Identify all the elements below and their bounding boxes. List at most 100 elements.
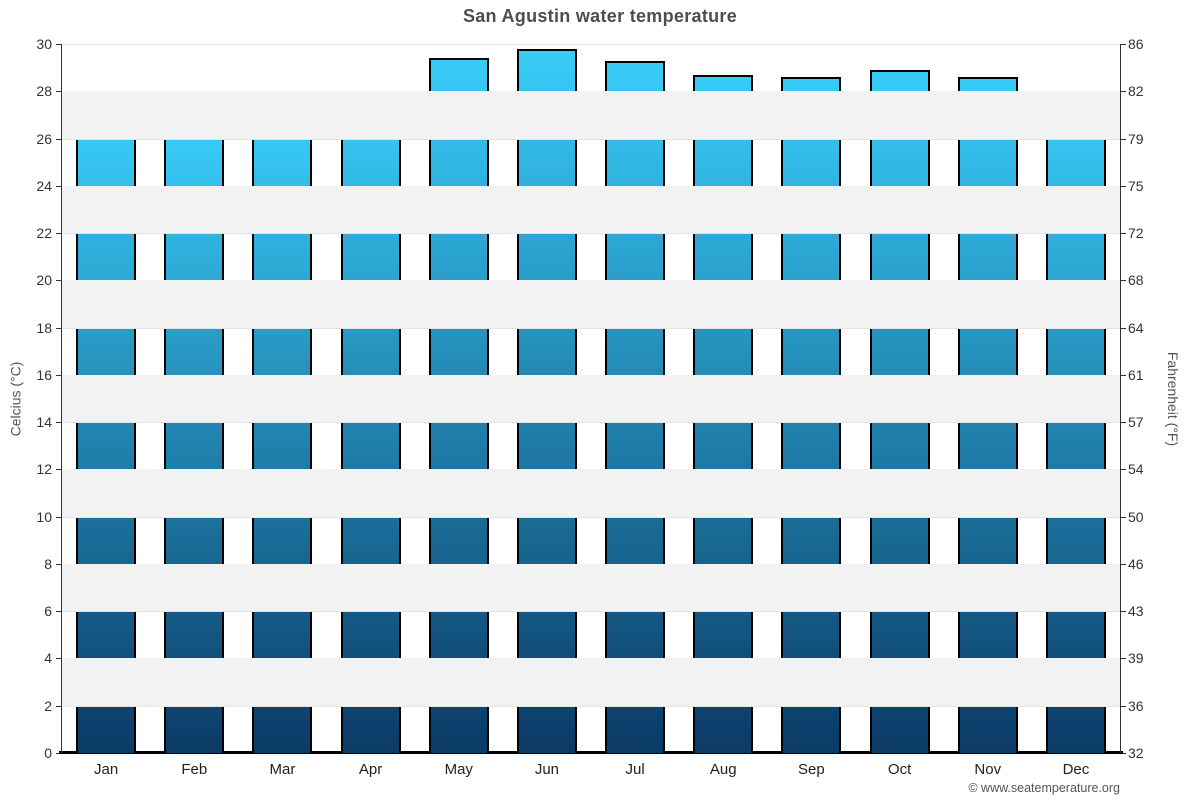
y-tick-label-fahrenheit: 50	[1128, 508, 1144, 525]
gridline	[62, 233, 1120, 235]
y-axis-tick-left	[56, 658, 61, 660]
y-tick-label-celsius: 30	[36, 36, 52, 52]
plot-band	[62, 91, 1120, 139]
y-tick-label-fahrenheit: 46	[1128, 555, 1144, 572]
x-tick-label-jun: Jun	[534, 761, 559, 778]
y-axis-tick-right	[1121, 658, 1126, 660]
y-tick-label-fahrenheit: 57	[1128, 414, 1144, 431]
y-tick-label-celsius: 6	[44, 603, 52, 620]
y-axis-title-celsius: Celcius (°C)	[2, 44, 28, 753]
y-axis-tick-left	[56, 44, 61, 45]
gridline	[62, 611, 1120, 613]
x-tick-label-aug: Aug	[709, 761, 737, 778]
y-tick-label-fahrenheit: 86	[1128, 36, 1144, 52]
x-axis-line	[59, 751, 1123, 754]
y-axis-tick-right	[1121, 280, 1126, 282]
y-axis-tick-left	[56, 422, 61, 424]
x-tick-label-jul: Jul	[625, 761, 645, 778]
gridline	[62, 327, 1120, 329]
y-axis-tick-left	[56, 374, 61, 376]
x-tick-label-jan: Jan	[93, 761, 119, 778]
y-tick-label-celsius: 2	[44, 697, 52, 714]
y-tick-label-celsius: 26	[36, 130, 52, 147]
y-axis-tick-right	[1121, 705, 1126, 707]
x-tick-label-dec: Dec	[1062, 761, 1090, 778]
y-axis-tick-right	[1121, 327, 1126, 329]
y-tick-label-celsius: 8	[44, 555, 52, 572]
plot-band	[62, 374, 1120, 423]
y-tick-label-fahrenheit: 43	[1128, 603, 1144, 620]
y-axis-line-right	[1120, 44, 1121, 753]
y-tick-label-fahrenheit: 61	[1128, 366, 1144, 383]
plot-band	[62, 658, 1120, 706]
x-tick-label-feb: Feb	[181, 761, 208, 778]
y-axis-tick-left	[56, 280, 61, 282]
gridline	[62, 422, 1120, 424]
y-tick-label-celsius: 18	[36, 319, 52, 336]
plot-band	[62, 185, 1120, 234]
y-tick-label-fahrenheit: 32	[1128, 745, 1144, 761]
y-tick-label-fahrenheit: 79	[1128, 130, 1144, 147]
gridline	[62, 516, 1120, 518]
y-axis-tick-left	[56, 516, 61, 518]
y-tick-label-celsius: 0	[44, 745, 52, 761]
x-tick-label-oct: Oct	[887, 761, 912, 778]
gridline	[62, 44, 1120, 45]
y-axis-tick-left	[56, 469, 61, 471]
gridline	[62, 138, 1120, 140]
y-axis-tick-right	[1121, 185, 1126, 187]
y-axis-tick-right	[1121, 516, 1126, 518]
y-axis-tick-right	[1121, 422, 1126, 424]
y-tick-label-celsius: 4	[44, 650, 52, 667]
plot-band	[62, 563, 1120, 612]
y-tick-label-celsius: 14	[36, 414, 52, 431]
y-tick-label-fahrenheit: 82	[1128, 83, 1144, 100]
plot-band	[62, 469, 1120, 517]
y-tick-label-fahrenheit: 75	[1128, 177, 1144, 194]
x-tick-label-mar: Mar	[269, 761, 296, 778]
y-axis-tick-right	[1121, 44, 1126, 45]
y-axis-tick-right	[1121, 753, 1126, 754]
y-axis-tick-right	[1121, 91, 1126, 93]
plot-band	[62, 280, 1120, 328]
y-tick-label-celsius: 16	[36, 366, 52, 383]
y-axis-tick-right	[1121, 374, 1126, 376]
y-axis-title-fahrenheit: Fahrenheit (°F)	[1158, 44, 1188, 753]
x-tick-label-nov: Nov	[974, 761, 1002, 778]
y-axis-tick-right	[1121, 611, 1126, 613]
y-tick-label-celsius: 22	[36, 225, 52, 242]
y-axis-tick-right	[1121, 233, 1126, 235]
x-tick-label-apr: Apr	[358, 761, 383, 778]
y-axis-title-fahrenheit-text: Fahrenheit (°F)	[1165, 351, 1182, 446]
y-tick-label-fahrenheit: 39	[1128, 650, 1144, 667]
y-axis-tick-left	[56, 91, 61, 93]
y-axis-tick-left	[56, 705, 61, 707]
y-tick-label-celsius: 24	[36, 177, 52, 194]
y-tick-label-celsius: 12	[36, 461, 52, 478]
y-tick-label-fahrenheit: 64	[1128, 319, 1144, 336]
gridline	[62, 705, 1120, 707]
y-axis-tick-left	[56, 563, 61, 565]
y-tick-label-celsius: 20	[36, 272, 52, 289]
y-tick-label-fahrenheit: 36	[1128, 697, 1144, 714]
x-tick-label-sep: Sep	[798, 761, 825, 778]
y-tick-label-fahrenheit: 68	[1128, 272, 1144, 289]
y-axis-tick-left	[56, 233, 61, 235]
x-tick-label-may: May	[444, 761, 473, 778]
y-axis-tick-left	[56, 185, 61, 187]
y-axis-tick-left	[56, 138, 61, 140]
y-tick-label-celsius: 10	[36, 508, 52, 525]
y-axis-tick-left	[56, 327, 61, 329]
y-axis-line-left	[61, 44, 62, 753]
y-axis-tick-left	[56, 753, 61, 754]
chart-title: San Agustin water temperature	[462, 6, 738, 26]
y-axis-tick-right	[1121, 469, 1126, 471]
y-tick-label-celsius: 28	[36, 83, 52, 100]
y-axis-tick-left	[56, 611, 61, 613]
y-tick-label-fahrenheit: 72	[1128, 225, 1144, 242]
y-axis-tick-right	[1121, 563, 1126, 565]
y-tick-label-fahrenheit: 54	[1128, 461, 1144, 478]
copyright-link[interactable]: © www.seatemperature.org	[968, 781, 1120, 795]
y-axis-tick-right	[1121, 138, 1126, 140]
